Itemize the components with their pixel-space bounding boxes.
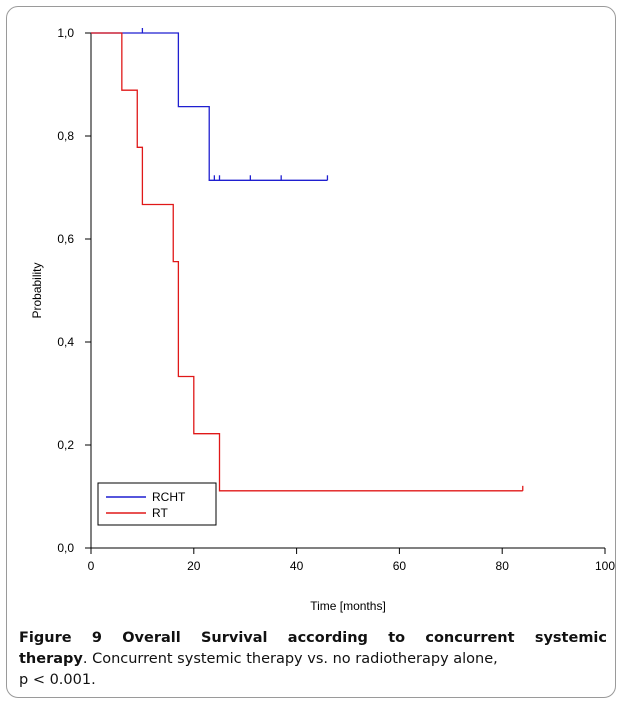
series-line-rcht [91, 32, 328, 181]
x-tick-label: 80 [496, 559, 510, 573]
caption-label: Figure 9 Overall Survival according to c… [19, 630, 607, 646]
y-tick-label: 0,2 [57, 438, 74, 452]
caption-text: . Concurrent systemic therapy vs. no rad… [82, 651, 498, 667]
figure-caption: Figure 9 Overall Survival according to c… [19, 628, 607, 691]
x-axis-label: Time [months] [310, 599, 386, 613]
y-tick-label: 0,6 [57, 232, 74, 246]
x-tick-label: 60 [393, 559, 407, 573]
y-tick-label: 0,8 [57, 129, 74, 143]
chart-series [91, 28, 524, 492]
caption-pvalue: p < 0.001. [19, 672, 96, 688]
figure-frame [6, 6, 616, 698]
chart-axes: 0 20 40 60 80 100 0,0 0,2 0,4 0,6 0,8 1,0 [57, 26, 615, 573]
legend-box [97, 482, 217, 526]
x-tick-label: 0 [88, 559, 95, 573]
series-line-rt [91, 32, 523, 492]
y-tick-label: 0,4 [57, 335, 74, 349]
caption-label-cont: therapy [19, 651, 83, 667]
y-axis-label: Probability [30, 262, 44, 318]
y-tick-label: 0,0 [57, 541, 74, 555]
x-tick-label: 100 [595, 559, 615, 573]
y-tick-label: 1,0 [57, 26, 74, 40]
chart-legend: RCHT RT [97, 482, 217, 526]
x-tick-label: 40 [290, 559, 304, 573]
x-tick-label: 20 [187, 559, 201, 573]
survival-chart: 0 20 40 60 80 100 0,0 0,2 0,4 0,6 0,8 1,0 RCHT RT Ti… [30, 26, 615, 613]
legend-label: RT [152, 506, 168, 520]
legend-label: RCHT [152, 490, 186, 504]
